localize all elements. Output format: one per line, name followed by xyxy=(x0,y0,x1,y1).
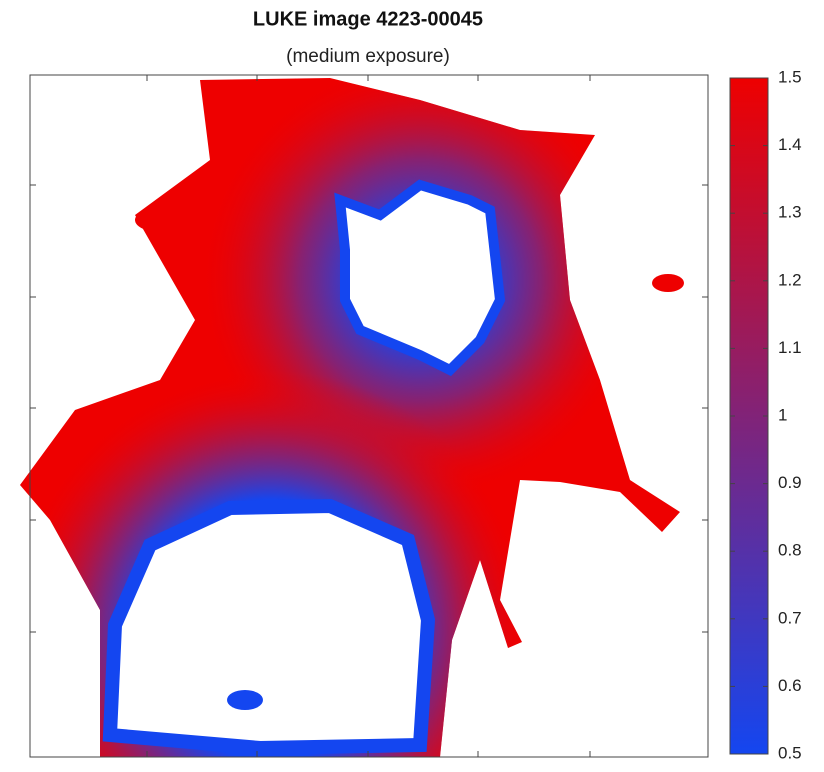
image-hole xyxy=(334,179,506,377)
colorbar-tick-label: 1.5 xyxy=(778,67,802,86)
image-hole xyxy=(102,498,436,756)
colorbar-tick-label: 0.9 xyxy=(778,473,802,492)
axes-frame xyxy=(29,74,709,758)
colorbar-tick-label: 1.2 xyxy=(778,270,802,289)
colorbar-tick-label: 1 xyxy=(778,405,787,424)
image xyxy=(20,78,684,757)
axis-ticks xyxy=(30,75,708,757)
colorbar-tick-label: 1.3 xyxy=(778,203,802,222)
colorbar-tick-label: 1.1 xyxy=(778,338,802,357)
colorbar-tick-label: 0.6 xyxy=(778,676,802,695)
colorbar-tick-label: 1.4 xyxy=(778,135,802,154)
colorbar-tick-label: 0.8 xyxy=(778,541,802,560)
image-spot xyxy=(227,690,263,710)
colorbar-tick-label: 0.7 xyxy=(778,608,802,627)
colorbar xyxy=(729,77,769,755)
colorbar-tick-label: 0.5 xyxy=(778,743,802,762)
chart-subtitle: (medium exposure) xyxy=(286,46,450,67)
chart-title: LUKE image 4223-00045 xyxy=(253,8,483,30)
axes xyxy=(29,74,709,758)
image-spot xyxy=(652,274,684,292)
image-spot xyxy=(135,208,185,232)
